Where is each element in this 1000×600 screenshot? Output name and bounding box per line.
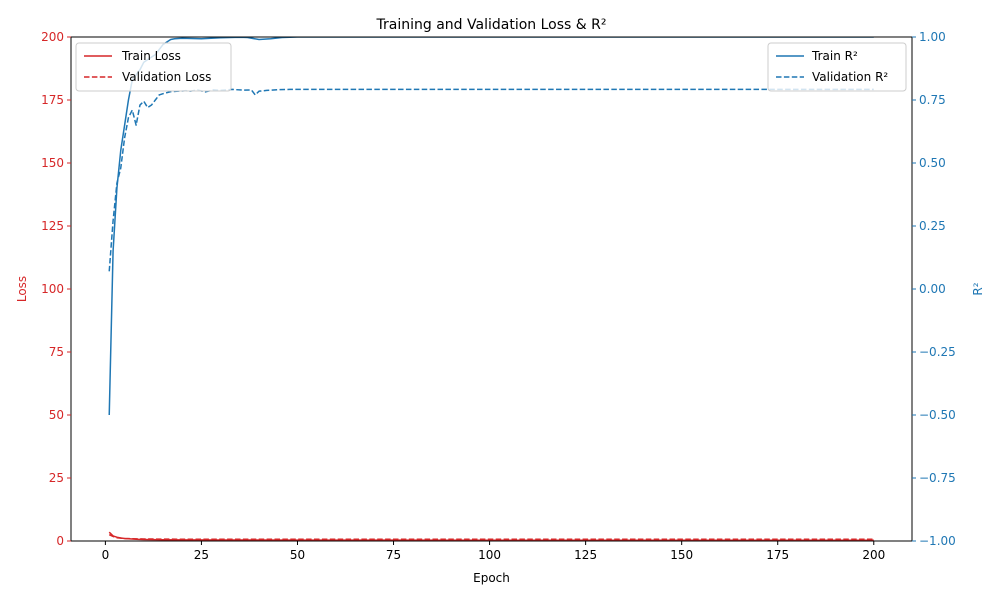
y-left-tick-label: 150 bbox=[41, 156, 64, 170]
y-right-tick-label: 1.00 bbox=[919, 30, 946, 44]
x-tick-label: 0 bbox=[102, 548, 110, 562]
legend-r2: Train R² Validation R² bbox=[767, 42, 907, 92]
validation-loss-line bbox=[108, 534, 874, 540]
y-left-tick-label: 125 bbox=[41, 219, 64, 233]
x-tick-label: 175 bbox=[766, 548, 789, 562]
legend-loss: Train Loss Validation Loss bbox=[75, 42, 232, 92]
x-axis-label: Epoch bbox=[473, 571, 510, 585]
y-left-tick-label: 175 bbox=[41, 93, 64, 107]
y-right-tick-label: 0.00 bbox=[919, 282, 946, 296]
y-right-tick-label: 0.25 bbox=[919, 219, 946, 233]
chart-title: Training and Validation Loss & R² bbox=[376, 17, 607, 33]
legend-train-loss-label: Train Loss bbox=[121, 49, 181, 63]
x-tick-label: 125 bbox=[574, 548, 597, 562]
y-left-tick-label: 75 bbox=[49, 345, 64, 359]
y-left-tick-label: 100 bbox=[41, 282, 64, 296]
y-axis-right-label: R² bbox=[971, 282, 985, 295]
x-tick-label: 50 bbox=[290, 548, 305, 562]
x-tick-label: 75 bbox=[386, 548, 401, 562]
y-right-tick-label: −0.25 bbox=[919, 345, 956, 359]
y-left-tick-label: 200 bbox=[41, 30, 64, 44]
y-axis-left-label: Loss bbox=[15, 276, 29, 302]
y-axis-right: −1.00 −0.75 −0.50 −0.25 0.00 0.25 0.50 0.75 1.00 bbox=[912, 30, 956, 548]
x-tick-label: 100 bbox=[478, 548, 501, 562]
legend-r2-frame bbox=[767, 42, 907, 92]
x-tick-label: 150 bbox=[670, 548, 693, 562]
y-right-tick-label: −1.00 bbox=[919, 534, 956, 548]
legend-validation-loss-label: Validation Loss bbox=[122, 70, 211, 84]
legend-loss-frame bbox=[75, 42, 232, 92]
y-right-tick-label: 0.75 bbox=[919, 93, 946, 107]
x-axis: 0 25 50 75 100 125 150 175 200 bbox=[102, 541, 885, 562]
y-left-tick-label: 50 bbox=[49, 408, 64, 422]
y-axis-left: 0 25 50 75 100 125 150 175 200 bbox=[41, 30, 71, 548]
y-right-tick-label: −0.50 bbox=[919, 408, 956, 422]
legend-validation-r2-label: Validation R² bbox=[812, 70, 888, 84]
y-right-tick-label: −0.75 bbox=[919, 471, 956, 485]
legend-train-r2-label: Train R² bbox=[811, 49, 858, 63]
x-tick-label: 25 bbox=[194, 548, 209, 562]
x-tick-label: 200 bbox=[862, 548, 885, 562]
y-right-tick-label: 0.50 bbox=[919, 156, 946, 170]
y-left-tick-label: 25 bbox=[49, 471, 64, 485]
y-left-tick-label: 0 bbox=[56, 534, 64, 548]
